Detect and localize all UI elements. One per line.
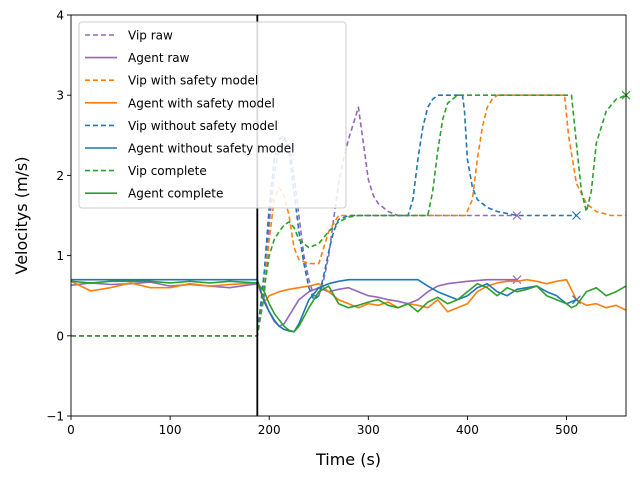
series-end-marker-0 — [512, 211, 522, 220]
x-tick-label: 0 — [67, 423, 75, 437]
legend-label-6: Vip complete — [128, 164, 207, 178]
x-tick-label: 200 — [258, 423, 281, 437]
series-line-7 — [70, 280, 627, 333]
y-tick-label: 1 — [56, 249, 64, 263]
y-tick-label: 0 — [56, 329, 64, 343]
y-tick-label: −1 — [46, 410, 64, 424]
y-tick-label: 2 — [56, 169, 64, 183]
legend-label-0: Vip raw — [128, 29, 173, 43]
legend-label-4: Vip without safety model — [128, 119, 278, 133]
legend: Vip raw Agent raw Vip with safety model Age… — [78, 21, 347, 209]
y-tick-label: 3 — [56, 89, 64, 103]
legend-label-2: Vip with safety model — [128, 74, 258, 88]
legend-label-5: Agent without safety model — [128, 142, 294, 156]
series-end-marker-4 — [572, 211, 581, 220]
x-tick-label: 300 — [357, 423, 380, 437]
y-tick-label: 4 — [56, 9, 64, 23]
x-tick-label: 100 — [159, 423, 182, 437]
series-line-3 — [70, 278, 627, 313]
legend-label-7: Agent complete — [128, 187, 223, 201]
series-line-6 — [71, 94, 627, 337]
legend-label-1: Agent raw — [128, 51, 190, 65]
legend-label-3: Agent with safety model — [128, 96, 275, 110]
x-tick-label: 400 — [456, 423, 479, 437]
series-line-5 — [71, 278, 577, 333]
x-axis-ticks: 0 100 200 300 400 500 — [67, 416, 578, 437]
y-axis-title: Velocitys (m/s) — [12, 157, 31, 275]
legend-box — [78, 21, 347, 209]
x-tick-label: 500 — [555, 423, 578, 437]
y-axis-ticks: −1 0 1 2 3 4 — [46, 9, 71, 424]
x-axis-title: Time (s) — [315, 450, 381, 469]
plot-frame — [70, 14, 627, 417]
series-end-marker-1 — [512, 275, 522, 285]
